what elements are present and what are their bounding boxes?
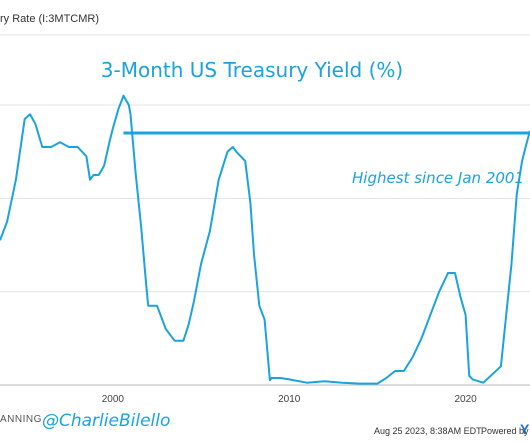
x-tick-label: 2020 (454, 394, 477, 405)
timestamp: Aug 25 2023, 8:38AM EDT. (374, 426, 484, 436)
series-label: ry Rate (I:3MTCMR) (0, 13, 99, 25)
brand-logo-letter: Y (520, 421, 530, 437)
twitter-handle[interactable]: @CharlieBilello (42, 411, 171, 431)
yield-series-line (0, 94, 530, 385)
annotation-label: Highest since Jan 2001 (352, 169, 524, 187)
x-axis-ticks: 2000 2010 2020 (102, 394, 477, 405)
brand-partial: ANNING (0, 414, 42, 425)
chart-title: 3-Month US Treasury Yield (%) (101, 58, 403, 82)
x-tick-label: 2010 (278, 394, 301, 405)
x-tick-label: 2000 (102, 394, 125, 405)
powered-by: Powered by (481, 426, 529, 436)
gridlines (0, 34, 530, 386)
